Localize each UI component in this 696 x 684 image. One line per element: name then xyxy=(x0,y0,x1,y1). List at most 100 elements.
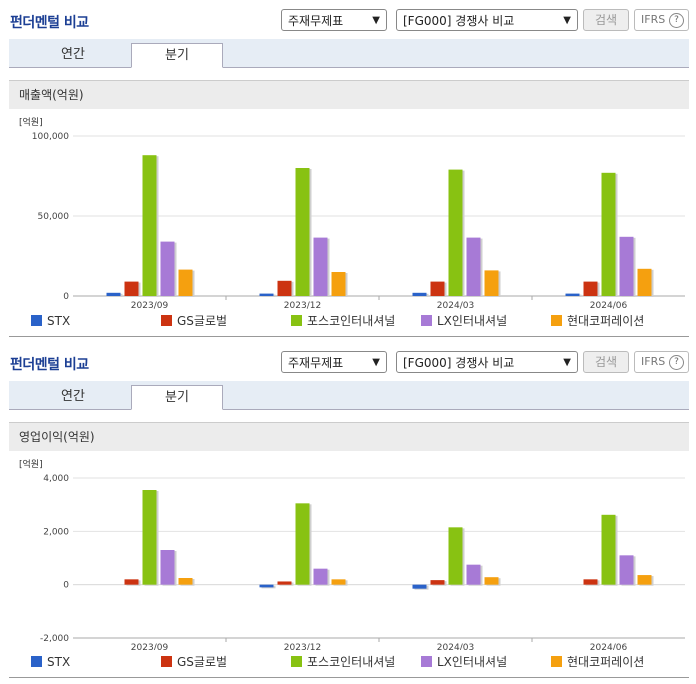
legend-label: 현대코퍼레이션 xyxy=(567,314,645,328)
bar-포스코인터내셔널 xyxy=(295,503,310,585)
divider xyxy=(9,336,689,337)
operating-profit-chart: [억원] -2,000 0 2,000 4,000 2023/09 2023/12 2024/… xyxy=(19,458,685,650)
x-tick-label: 2023/12 xyxy=(284,643,321,650)
legend-item[interactable]: 현대코퍼레이션 xyxy=(551,311,644,331)
search-button[interactable]: 검색 xyxy=(583,9,629,31)
bar-LX인터내셔널 xyxy=(160,550,175,585)
statement-select[interactable]: 주재무제표 ▼ xyxy=(281,351,387,373)
x-tick-label: 2023/12 xyxy=(284,301,321,310)
legend-swatch xyxy=(551,315,562,326)
bar-STX xyxy=(412,292,427,296)
x-tick-label: 2023/09 xyxy=(131,301,169,310)
bar-GS글로벌 xyxy=(430,281,445,296)
y-tick-label: 50,000 xyxy=(38,212,70,222)
bar-현대코퍼레이션 xyxy=(637,575,652,585)
legend-item[interactable]: 현대코퍼레이션 xyxy=(551,652,644,672)
bar-GS글로벌 xyxy=(583,281,598,296)
bar-현대코퍼레이션 xyxy=(331,579,346,585)
chevron-down-icon: ▼ xyxy=(372,357,380,368)
bar-포스코인터내셔널 xyxy=(142,490,157,585)
legend-swatch xyxy=(161,656,172,667)
bar-포스코인터내셔널 xyxy=(601,172,616,296)
bar-포스코인터내셔널 xyxy=(448,527,463,585)
legend-item[interactable]: LX인터내셔널 xyxy=(421,652,507,672)
ifrs-button[interactable]: IFRS ? xyxy=(634,9,689,31)
tab-quarterly[interactable]: 분기 xyxy=(131,43,223,68)
bar-LX인터내셔널 xyxy=(466,237,481,296)
legend-item[interactable]: GS글로벌 xyxy=(161,652,227,672)
period-tabs: 연간 분기 xyxy=(9,39,689,68)
y-tick-label: 100,000 xyxy=(32,132,69,142)
legend-item[interactable]: STX xyxy=(31,311,70,331)
legend-item[interactable]: LX인터내셔널 xyxy=(421,311,507,331)
legend-swatch xyxy=(421,315,432,326)
legend-label: 포스코인터내셔널 xyxy=(307,314,396,328)
legend-item[interactable]: GS글로벌 xyxy=(161,311,227,331)
legend-item[interactable]: 포스코인터내셔널 xyxy=(291,652,395,672)
bar-GS글로벌 xyxy=(583,579,598,585)
statement-select[interactable]: 주재무제표 ▼ xyxy=(281,9,387,31)
x-tick-label: 2023/09 xyxy=(131,643,169,650)
bar-포스코인터내셔널 xyxy=(295,168,310,296)
bar-포스코인터내셔널 xyxy=(601,514,616,585)
panel-title: 펀더멘털 비교 xyxy=(10,357,89,373)
tab-quarterly[interactable]: 분기 xyxy=(131,385,223,410)
bar-현대코퍼레이션 xyxy=(178,269,193,296)
legend-swatch xyxy=(31,315,42,326)
period-tabs: 연간 분기 xyxy=(9,381,689,410)
legend-swatch xyxy=(291,315,302,326)
bar-LX인터내셔널 xyxy=(619,555,634,585)
peer-select[interactable]: [FG000] 경쟁사 비교 ▼ xyxy=(396,9,578,31)
legend-item[interactable]: STX xyxy=(31,652,70,672)
bar-포스코인터내셔널 xyxy=(448,169,463,296)
bar-LX인터내셔널 xyxy=(160,241,175,296)
legend-swatch xyxy=(421,656,432,667)
y-tick-label: 0 xyxy=(63,581,69,591)
bar-현대코퍼레이션 xyxy=(637,268,652,296)
y-tick-label: 2,000 xyxy=(43,527,69,537)
bar-LX인터내셔널 xyxy=(466,564,481,585)
help-icon[interactable]: ? xyxy=(669,13,684,28)
section-title: 영업이익(억원) xyxy=(9,422,689,451)
bar-GS글로벌 xyxy=(430,580,445,585)
legend-swatch xyxy=(551,656,562,667)
x-tick-label: 2024/06 xyxy=(590,301,628,310)
statement-select-value: 주재무제표 xyxy=(288,356,344,370)
legend-label: GS글로벌 xyxy=(177,314,228,328)
ifrs-label: IFRS xyxy=(641,13,666,26)
search-button[interactable]: 검색 xyxy=(583,351,629,373)
bar-GS글로벌 xyxy=(277,581,292,585)
bar-STX xyxy=(259,293,274,296)
legend-item[interactable]: 포스코인터내셔널 xyxy=(291,311,395,331)
y-tick-label: -2,000 xyxy=(40,634,69,644)
peer-select-value: [FG000] 경쟁사 비교 xyxy=(403,14,515,28)
panel-title: 펀더멘털 비교 xyxy=(10,15,89,31)
bar-LX인터내셔널 xyxy=(619,236,634,296)
operating-profit-legend: STX GS글로벌 포스코인터내셔널 LX인터내셔널 현대코퍼레이션 xyxy=(9,652,689,672)
tab-annual[interactable]: 연간 xyxy=(61,47,85,62)
chevron-down-icon: ▼ xyxy=(563,15,571,26)
statement-select-value: 주재무제표 xyxy=(288,14,344,28)
peer-select[interactable]: [FG000] 경쟁사 비교 ▼ xyxy=(396,351,578,373)
bar-STX xyxy=(259,584,274,588)
bar-GS글로벌 xyxy=(277,280,292,296)
divider xyxy=(9,677,689,678)
help-icon[interactable]: ? xyxy=(669,355,684,370)
y-tick-label: 4,000 xyxy=(43,474,69,484)
unit-label: [억원] xyxy=(19,116,43,128)
bar-현대코퍼레이션 xyxy=(178,578,193,585)
legend-label: LX인터내셔널 xyxy=(437,655,508,669)
legend-swatch xyxy=(31,656,42,667)
bar-현대코퍼레이션 xyxy=(484,270,499,296)
legend-label: 포스코인터내셔널 xyxy=(307,655,396,669)
legend-swatch xyxy=(291,656,302,667)
legend-swatch xyxy=(161,315,172,326)
revenue-chart: [억원] 0 50,000 100,000 2023/09 2023/12 2024/03 2… xyxy=(19,116,685,310)
bar-STX xyxy=(412,584,427,589)
x-tick-label: 2024/06 xyxy=(590,643,628,650)
x-tick-label: 2024/03 xyxy=(437,301,474,310)
tab-annual[interactable]: 연간 xyxy=(61,389,85,404)
ifrs-button[interactable]: IFRS ? xyxy=(634,351,689,373)
bar-현대코퍼레이션 xyxy=(331,272,346,296)
ifrs-label: IFRS xyxy=(641,355,666,368)
